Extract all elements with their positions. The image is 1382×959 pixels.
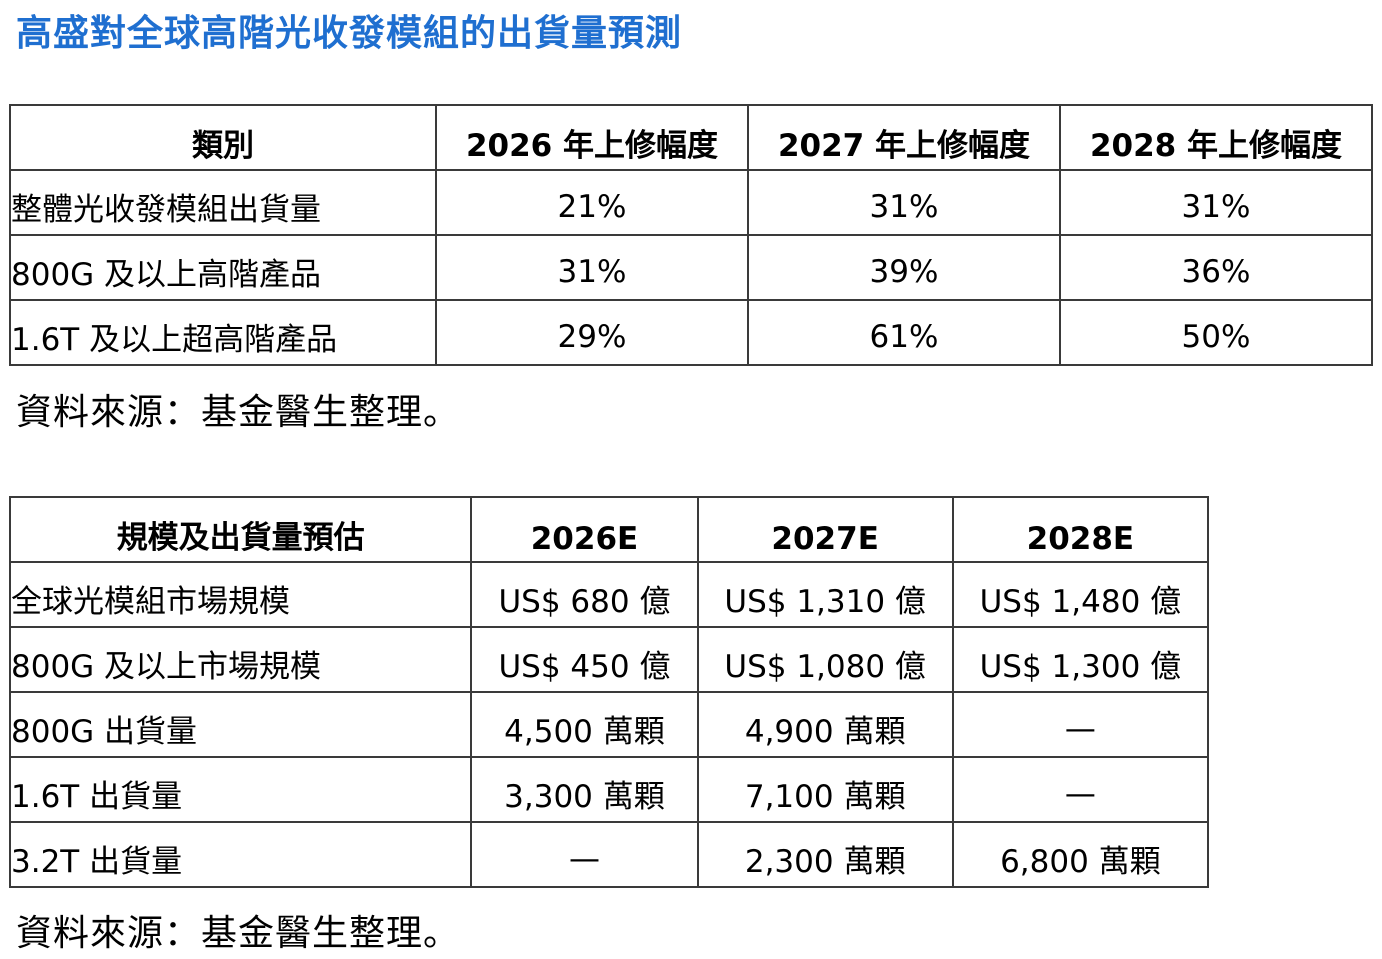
table-cell: US$ 1,300 億 — [951, 626, 1210, 693]
table-row: 1.6T 出貨量 3,300 萬顆 7,100 萬顆 — — [8, 756, 1210, 823]
column-header-2027e: 2027E — [696, 496, 954, 563]
row-label: 800G 及以上市場規模 — [8, 626, 473, 693]
table-cell: 21% — [435, 169, 749, 236]
column-header-2026e: 2026E — [470, 496, 699, 563]
row-label: 全球光模組市場規模 — [8, 561, 473, 628]
table-cell: — — [951, 691, 1210, 758]
table-row: 3.2T 出貨量 — 2,300 萬顆 6,800 萬顆 — [8, 821, 1210, 888]
table-cell: US$ 1,310 億 — [696, 561, 954, 628]
row-label: 整體光收發模組出貨量 — [9, 169, 437, 236]
upward-revision-table: 類別 2026 年上修幅度 2027 年上修幅度 2028 年上修幅度 整體光收… — [9, 104, 1373, 366]
table-row: 800G 出貨量 4,500 萬顆 4,900 萬顆 — — [8, 691, 1210, 758]
source-note: 資料來源：基金醫生整理。 — [16, 392, 461, 433]
page-title: 高盛對全球高階光收發模組的出貨量預測 — [16, 13, 683, 54]
column-header-estimate: 規模及出貨量預估 — [8, 496, 473, 563]
column-header-2026: 2026 年上修幅度 — [435, 104, 749, 171]
table-row: 800G 及以上市場規模 US$ 450 億 US$ 1,080 億 US$ 1… — [8, 626, 1210, 693]
table-cell: 36% — [1059, 234, 1373, 301]
table-row: 1.6T 及以上超高階產品 29% 61% 50% — [9, 299, 1373, 366]
table-cell: US$ 450 億 — [470, 626, 699, 693]
column-header-2028: 2028 年上修幅度 — [1059, 104, 1373, 171]
row-label: 800G 及以上高階產品 — [9, 234, 437, 301]
table-row: 整體光收發模組出貨量 21% 31% 31% — [9, 169, 1373, 236]
table-cell: 3,300 萬顆 — [470, 756, 699, 823]
table-header-row: 規模及出貨量預估 2026E 2027E 2028E — [8, 496, 1210, 563]
table-cell: 6,800 萬顆 — [951, 821, 1210, 888]
table-cell: US$ 1,480 億 — [951, 561, 1210, 628]
table-row: 800G 及以上高階產品 31% 39% 36% — [9, 234, 1373, 301]
table-cell: 7,100 萬顆 — [696, 756, 954, 823]
column-header-2028e: 2028E — [951, 496, 1210, 563]
table-cell: — — [951, 756, 1210, 823]
table-cell: 31% — [747, 169, 1061, 236]
table-cell: 4,900 萬顆 — [696, 691, 954, 758]
table-row: 全球光模組市場規模 US$ 680 億 US$ 1,310 億 US$ 1,48… — [8, 561, 1210, 628]
table-cell: 61% — [747, 299, 1061, 366]
row-label: 1.6T 出貨量 — [8, 756, 473, 823]
market-size-shipment-table: 規模及出貨量預估 2026E 2027E 2028E 全球光模組市場規模 US$… — [8, 496, 1210, 888]
table-cell: — — [470, 821, 699, 888]
row-label: 3.2T 出貨量 — [8, 821, 473, 888]
column-header-category: 類別 — [9, 104, 437, 171]
row-label: 800G 出貨量 — [8, 691, 473, 758]
table-cell: 50% — [1059, 299, 1373, 366]
table-cell: 2,300 萬顆 — [696, 821, 954, 888]
table-cell: 31% — [1059, 169, 1373, 236]
table-cell: 4,500 萬顆 — [470, 691, 699, 758]
table-cell: US$ 1,080 億 — [696, 626, 954, 693]
column-header-2027: 2027 年上修幅度 — [747, 104, 1061, 171]
table-cell: 31% — [435, 234, 749, 301]
table-cell: 29% — [435, 299, 749, 366]
table-cell: US$ 680 億 — [470, 561, 699, 628]
source-note: 資料來源：基金醫生整理。 — [16, 913, 461, 954]
table-header-row: 類別 2026 年上修幅度 2027 年上修幅度 2028 年上修幅度 — [9, 104, 1373, 171]
table-cell: 39% — [747, 234, 1061, 301]
row-label: 1.6T 及以上超高階產品 — [9, 299, 437, 366]
